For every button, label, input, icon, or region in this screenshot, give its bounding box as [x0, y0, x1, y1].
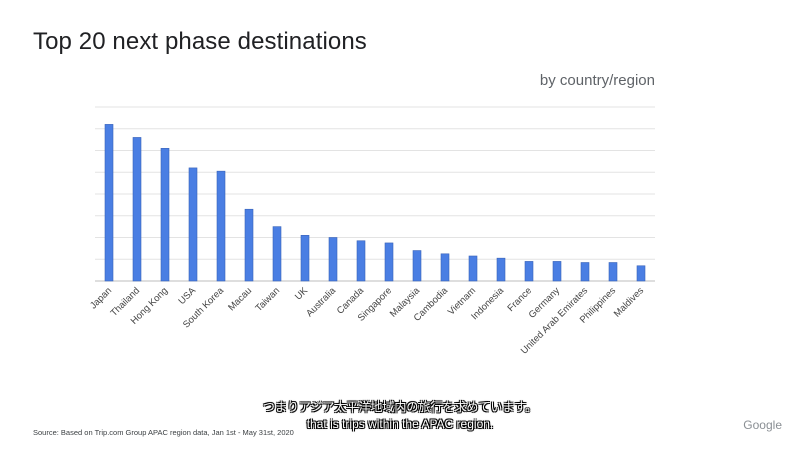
bar-south-korea: [216, 170, 226, 282]
bar-germany: [552, 261, 562, 282]
bar-thailand: [132, 137, 142, 282]
bar-maldives: [636, 265, 646, 282]
source-note: Source: Based on Trip.com Group APAC reg…: [33, 428, 294, 437]
bar-france: [524, 261, 534, 282]
x-tick-label: USA: [177, 285, 199, 307]
bar-indonesia: [496, 257, 506, 282]
x-tick-label: Maldives: [612, 285, 646, 319]
x-tick-label: Taiwan: [253, 285, 282, 314]
bar-macau: [244, 208, 254, 282]
bar-singapore: [384, 242, 394, 282]
x-tick-label: Macau: [226, 285, 254, 313]
bar-malaysia: [412, 250, 422, 282]
subtitle-caption-japanese: つまりアジア太平洋地域内の旅行を求めています。: [262, 400, 538, 414]
bar-uk: [300, 235, 310, 282]
bar-usa: [188, 167, 198, 282]
bar-united-arab-emirates: [580, 262, 590, 282]
bar-taiwan: [272, 226, 282, 282]
bar-australia: [328, 237, 338, 282]
subtitle-caption-english: that is trips within the APAC region.: [306, 417, 494, 431]
x-tick-label: Japan: [88, 285, 114, 311]
chart-subtitle: by country/region: [539, 72, 655, 89]
bar-vietnam: [468, 255, 478, 282]
bar-canada: [356, 240, 366, 282]
bar-japan: [104, 124, 114, 282]
google-logo: Google: [743, 418, 782, 432]
x-tick-label: UK: [293, 285, 311, 303]
bar-cambodia: [440, 253, 450, 282]
x-tick-label: Australia: [304, 285, 338, 319]
slide-title: Top 20 next phase destinations: [33, 28, 367, 55]
bar-philippines: [608, 262, 618, 282]
bar-hong-kong: [160, 148, 170, 282]
